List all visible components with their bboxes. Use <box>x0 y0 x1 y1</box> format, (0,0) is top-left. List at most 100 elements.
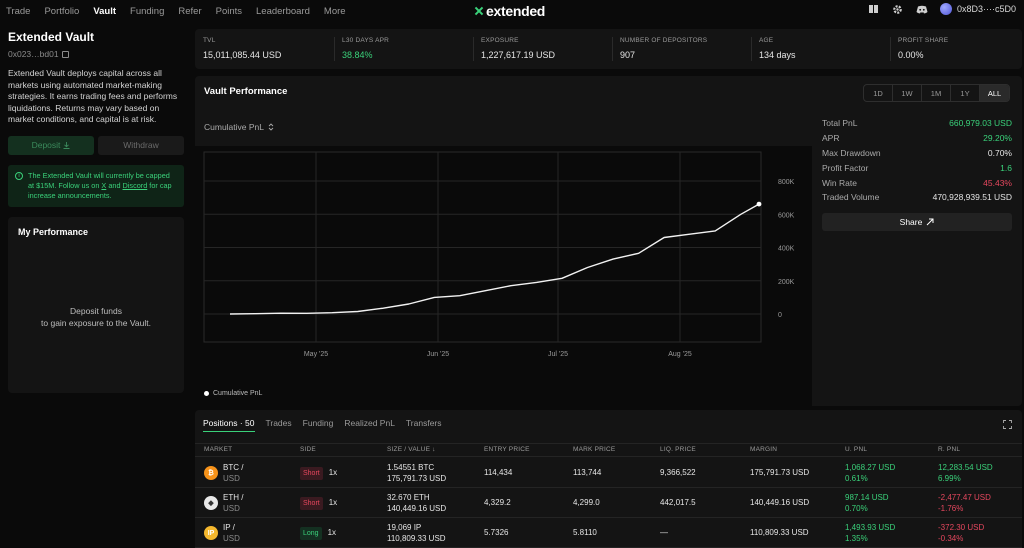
share-button[interactable]: Share <box>822 212 1012 231</box>
stat-label: TVL <box>203 37 216 44</box>
liq-price-cell-primary: 442,017.5 <box>660 498 696 507</box>
range-all[interactable]: ALL <box>980 85 1009 101</box>
deposit-button[interactable]: Deposit <box>8 135 94 155</box>
cap-notice: i The Extended Vault will currently be c… <box>8 164 184 207</box>
column-header-market: MARKET <box>204 446 233 453</box>
tab-realized-pnl[interactable]: Realized PnL <box>344 418 395 428</box>
nav-links: Trade Portfolio Vault Funding Refer Points Lea… <box>6 6 360 17</box>
liq-price-cell-primary: 9,366,522 <box>660 468 696 477</box>
tab-transfers[interactable]: Transfers <box>405 418 442 428</box>
range-1w[interactable]: 1W <box>893 85 922 101</box>
copy-icon[interactable] <box>61 50 69 58</box>
range-1m[interactable]: 1M <box>922 85 951 101</box>
realized-pnl-cell-secondary: 6.99% <box>938 474 961 483</box>
realized-pnl-cell-primary: -372.30 USD <box>938 523 985 532</box>
wallet-button[interactable]: 0x8D3····c5D0 <box>939 3 1016 15</box>
unrealized-pnl-cell: 1,493.93 USD 1.35% <box>845 522 895 544</box>
nav-link-vault[interactable]: Vault <box>93 5 117 17</box>
x-link[interactable]: X <box>101 180 107 190</box>
expand-icon[interactable] <box>1003 420 1012 429</box>
entry-price-cell-primary: 5.7326 <box>484 528 509 537</box>
discord-link[interactable]: Discord <box>122 180 148 190</box>
positions-table-header: MARKET SIDE SIZE / VALUE ↓ ENTRY PRICE MARK … <box>195 443 1022 457</box>
realized-pnl-cell: -2,477.47 USD -1.76% <box>938 492 991 514</box>
market-cell: ETH / USD <box>223 492 243 514</box>
unrealized-pnl-cell-primary: 1,493.93 USD <box>845 523 896 532</box>
liq-price-cell: — <box>660 527 668 538</box>
metric-value: 0.70% <box>987 147 1012 158</box>
stat-age: AGE 134 days <box>751 29 890 69</box>
nav-link-trade[interactable]: Trade <box>6 5 31 17</box>
tab-trades[interactable]: Trades <box>265 418 292 428</box>
unrealized-pnl-cell-primary: 1,068.27 USD <box>845 463 896 472</box>
vault-stats-bar: TVL 15,011,085.44 USD L30 DAYS APR 38.84% EX… <box>195 29 1022 69</box>
leverage: 1x <box>327 528 337 537</box>
range-1y[interactable]: 1Y <box>951 85 980 101</box>
market-cell-primary: ETH / <box>223 493 244 502</box>
nav-link-portfolio[interactable]: Portfolio <box>44 5 80 17</box>
stat-value: 0.00% <box>898 50 924 60</box>
nav-link-refer[interactable]: Refer <box>178 5 202 17</box>
nav-link-more[interactable]: More <box>323 5 346 17</box>
entry-price-cell-primary: 114,434 <box>484 468 513 477</box>
tab-funding[interactable]: Funding <box>302 418 334 428</box>
entry-price-cell: 5.7326 <box>484 527 508 538</box>
sort-chevrons-icon <box>268 123 274 131</box>
deposit-label: Deposit <box>31 140 61 150</box>
metric-traded-volume: Traded Volume 470,928,939.51 USD <box>822 190 1012 205</box>
nav-link-funding[interactable]: Funding <box>130 5 165 17</box>
gear-icon[interactable] <box>892 3 904 15</box>
metric-label: Profit Factor <box>822 162 869 173</box>
metric-selector[interactable]: Cumulative PnL <box>204 122 274 132</box>
liq-price-cell: 442,017.5 <box>660 497 696 508</box>
metric-apr: APR 29.20% <box>822 131 1012 146</box>
metric-label: Win Rate <box>822 177 857 188</box>
time-range-selector: 1D 1W 1M 1Y ALL <box>863 84 1010 102</box>
size-value-cell-primary: 32.670 ETH <box>387 493 430 502</box>
column-header-size-value[interactable]: SIZE / VALUE ↓ <box>387 446 436 453</box>
position-row[interactable]: ₿ BTC / USD Short 1x 1.54551 BTC 175,791.73 US… <box>195 458 1022 488</box>
discord-icon[interactable] <box>916 3 928 15</box>
extended-logo-icon <box>474 6 484 16</box>
brand-logo[interactable]: extended <box>474 3 545 19</box>
withdraw-button[interactable]: Withdraw <box>98 135 184 155</box>
market-cell: BTC / USD <box>223 462 243 484</box>
metric-value: 1.6 <box>1000 162 1012 173</box>
column-header-u-pnl: U. PNL <box>845 446 868 453</box>
unrealized-pnl-cell-primary: 987.14 USD <box>845 493 889 502</box>
entry-price-cell: 114,434 <box>484 467 512 478</box>
nav-link-leaderboard[interactable]: Leaderboard <box>256 5 310 17</box>
metric-win-rate: Win Rate 45.43% <box>822 175 1012 190</box>
vault-address-text: 0x023…bd01 <box>8 49 59 59</box>
y-tick-label: 800K <box>778 179 795 186</box>
vault-title: Extended Vault <box>8 30 95 44</box>
metrics-list: Total PnL 660,979.03 USD APR 29.20% Max Draw… <box>822 116 1012 205</box>
position-row[interactable]: IP IP / USD Long 1x 19,069 IP 110,809.33 USD 5.… <box>195 518 1022 548</box>
empty-line-1: Deposit funds <box>70 305 122 316</box>
size-value-cell-primary: 19,069 IP <box>387 523 422 532</box>
tab-positions[interactable]: Positions · 50 <box>203 418 255 432</box>
y-tick-label: 400K <box>778 246 795 253</box>
wallet-address: 0x8D3····c5D0 <box>956 4 1016 14</box>
size-value-cell-secondary: 110,809.33 USD <box>387 534 446 543</box>
range-1d[interactable]: 1D <box>864 85 893 101</box>
pnl-chart: 800K 600K 400K 200K 0 May '25 Jun '25 Jul '25 Au… <box>195 146 812 406</box>
stat-profit-share: PROFIT SHARE 0.00% <box>890 29 1022 69</box>
realized-pnl-cell-primary: 12,283.54 USD <box>938 463 993 472</box>
size-value-cell-secondary: 175,791.73 USD <box>387 474 447 483</box>
ip-coin-icon: IP <box>204 526 218 540</box>
stat-label: EXPOSURE <box>481 37 519 44</box>
margin-cell-primary: 140,449.16 USD <box>750 498 810 507</box>
stat-value: 1,227,617.19 USD <box>481 50 556 60</box>
position-row[interactable]: ◆ ETH / USD Short 1x 32.670 ETH 140,449.16 USD… <box>195 488 1022 518</box>
book-icon[interactable] <box>868 3 880 15</box>
stat-value: 38.84% <box>342 50 373 60</box>
metric-selector-label: Cumulative PnL <box>204 122 265 132</box>
metric-profit-factor: Profit Factor 1.6 <box>822 160 1012 175</box>
column-header-margin: MARGIN <box>750 446 778 453</box>
metric-value: 660,979.03 USD <box>949 118 1012 129</box>
mark-price-cell: 4,299.0 <box>573 497 600 508</box>
nav-link-points[interactable]: Points <box>215 5 243 17</box>
metric-label: Traded Volume <box>822 192 880 203</box>
entry-price-cell-primary: 4,329.2 <box>484 498 511 507</box>
